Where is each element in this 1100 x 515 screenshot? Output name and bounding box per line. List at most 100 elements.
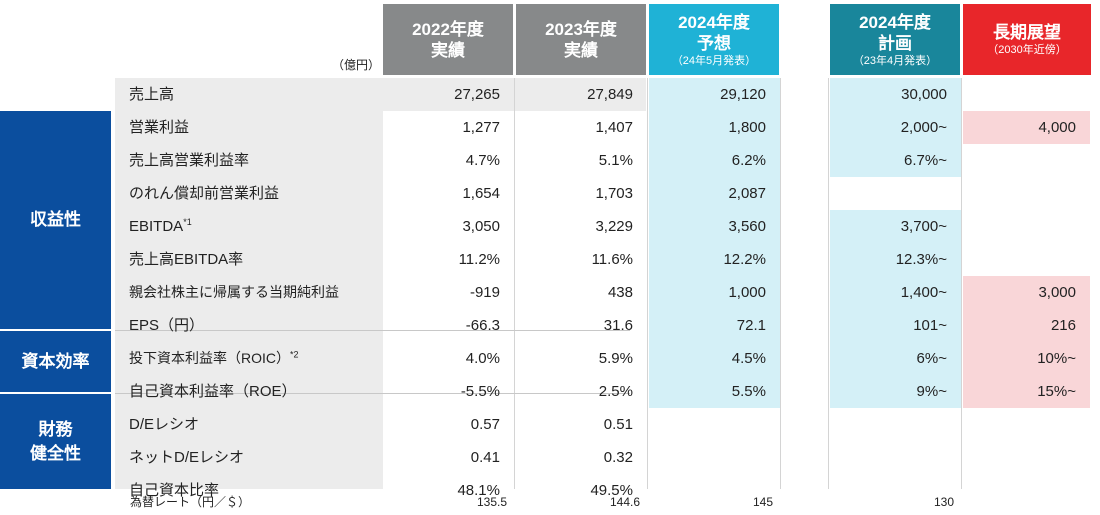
col-divider-3 [961, 78, 962, 489]
cell-long: 4,000 [963, 111, 1090, 144]
header-longterm: 長期展望 （2030年近傍） [963, 4, 1091, 75]
cell-f2024 [649, 408, 780, 441]
col-divider-2 [647, 78, 648, 489]
cell-p2024: 1,400~ [830, 276, 961, 309]
header-2024f-type: 予想 [697, 33, 731, 53]
cell-v2022: -66.3 [465, 317, 500, 334]
cell-v2023: 49.5% [590, 482, 633, 499]
cell-p2024: 6%~ [830, 342, 961, 375]
row-label: 親会社株主に帰属する当期純利益 [115, 276, 383, 309]
section-separator-2 [115, 393, 630, 394]
cell-long [963, 408, 1090, 441]
cell-long [963, 210, 1090, 243]
fx-2024-forecast: 145 [752, 495, 773, 509]
cell-p2024: 3,700~ [830, 210, 961, 243]
header-2024p-year: 2024年度 [859, 12, 931, 32]
row-label: EBITDA*1 [115, 210, 383, 243]
cell-v2022: 0.57 [470, 416, 500, 433]
cell-v2023: 438 [607, 284, 633, 301]
cell-f2024: 3,560 [649, 210, 780, 243]
header-2023-type: 実績 [564, 40, 598, 60]
row-label: D/Eレシオ [115, 408, 383, 441]
header-2024f-year: 2024年度 [678, 12, 750, 32]
cell-v2023: 0.51 [603, 416, 633, 433]
cell-v2022: 27,265 [454, 86, 500, 103]
fx-label: 為替レート（円／＄） [130, 495, 251, 509]
cell-long [963, 144, 1090, 177]
cell-v2022: 1,277 [462, 119, 500, 136]
cell-p2024: 2,000~ [830, 111, 961, 144]
row-label-text: 自己資本利益率（ROE） [129, 383, 297, 400]
cell-v2023: 5.1% [598, 152, 633, 169]
unit-label: （億円） [331, 58, 380, 72]
cell-f2024: 72.1 [649, 309, 780, 342]
cell-f2024: 4.5% [649, 342, 780, 375]
row-label: 売上高 [115, 78, 383, 111]
section-separator-1 [115, 330, 630, 331]
category-financial-line1: 財務 [38, 419, 73, 439]
cell-p2024: 12.3%~ [830, 243, 961, 276]
row-label-text: 自己資本比率 [129, 482, 220, 499]
table-row: のれん償却前営業利益 1,654 1,703 2,087 [0, 177, 1100, 210]
cell-v2022: 4.0% [465, 350, 500, 367]
cell-f2024: 1,800 [649, 111, 780, 144]
cell-f2024 [649, 441, 780, 474]
cell-v2023: 1,703 [595, 185, 633, 202]
row-label-text: のれん償却前営業利益 [129, 185, 280, 202]
cell-f2024: 2,087 [649, 177, 780, 210]
fx-2023: 144.6 [609, 495, 640, 509]
header-2024p-type: 計画 [878, 33, 912, 53]
row-label-text: 売上高営業利益率 [129, 152, 250, 169]
row-label: EPS（円） [115, 309, 383, 342]
row-label-text: 親会社株主に帰属する当期純利益 [129, 284, 339, 300]
category-financial-health: 財務 健全性 [0, 394, 111, 489]
row-label-text: 投下資本利益率（ROIC） [129, 350, 290, 366]
row-label-text: D/Eレシオ [129, 416, 200, 433]
row-label: 投下資本利益率（ROIC）*2 [115, 342, 383, 375]
row-label: のれん償却前営業利益 [115, 177, 383, 210]
header-2024f-note: （24年5月発表） [671, 54, 757, 67]
table-row: 親会社株主に帰属する当期純利益 -919 438 1,000 1,400~ 3,000 [0, 276, 1100, 309]
table-row: 自己資本利益率（ROE） -5.5% 2.5% 5.5% 9%~ 15%~ [0, 375, 1100, 408]
cell-v2023: 31.6 [603, 317, 633, 334]
row-label-text: 営業利益 [129, 119, 190, 136]
footnote-marker: *2 [290, 349, 299, 360]
row-label-text: EBITDA [129, 218, 184, 235]
cell-long [963, 177, 1090, 210]
row-label-text: 売上高 [129, 86, 175, 103]
cell-p2024 [830, 441, 961, 474]
header-longterm-title: 長期展望 [993, 23, 1061, 42]
cell-v2022: 4.7% [465, 152, 500, 169]
cell-long: 15%~ [963, 375, 1090, 408]
header-2022-year: 2022年度 [412, 19, 484, 39]
header-2023-actual: 2023年度 実績 [516, 4, 646, 75]
cell-f2024: 29,120 [649, 78, 780, 111]
row-label-text: ネットD/Eレシオ [129, 449, 245, 466]
cell-v2022: 48.1% [457, 482, 500, 499]
cell-v2022: 1,654 [462, 185, 500, 202]
header-longterm-note: （2030年近傍） [987, 44, 1067, 56]
cell-p2024 [830, 408, 961, 441]
cell-v2022: 0.41 [470, 449, 500, 466]
col-divider-1 [514, 78, 515, 489]
cell-long [963, 243, 1090, 276]
row-label: 売上高営業利益率 [115, 144, 383, 177]
row-label: 売上高EBITDA率 [115, 243, 383, 276]
cell-long: 10%~ [963, 342, 1090, 375]
cell-f2024: 6.2% [649, 144, 780, 177]
cell-long [963, 78, 1090, 111]
row-label: 営業利益 [115, 111, 383, 144]
header-2022-type: 実績 [431, 40, 465, 60]
table-row: 投下資本利益率（ROIC）*2 4.0% 5.9% 4.5% 6%~ 10%~ [0, 342, 1100, 375]
cell-p2024: 9%~ [830, 375, 961, 408]
cell-p2024: 30,000 [830, 78, 961, 111]
cell-long [963, 474, 1090, 507]
cell-long: 3,000 [963, 276, 1090, 309]
table-row: ネットD/Eレシオ 0.41 0.32 [0, 441, 1100, 474]
cell-p2024: 101~ [830, 309, 961, 342]
header-2024p-note: （23年4月発表） [852, 54, 938, 67]
table-row: 売上高EBITDA率 11.2% 11.6% 12.2% 12.3%~ [0, 243, 1100, 276]
fx-2022: 135.5 [476, 495, 507, 509]
cell-long [963, 441, 1090, 474]
table-row: EBITDA*1 3,050 3,229 3,560 3,700~ [0, 210, 1100, 243]
